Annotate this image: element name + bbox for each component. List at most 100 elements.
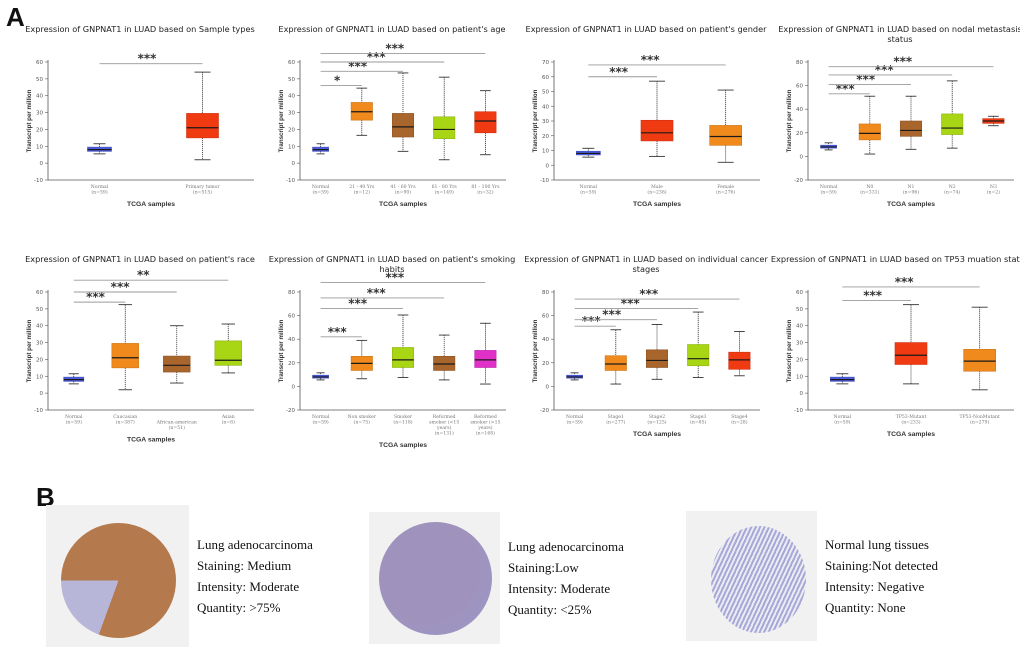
y-tick-label: 40 xyxy=(288,94,295,100)
significance-label: * xyxy=(334,74,341,88)
y-tick-label: 20 xyxy=(542,134,549,140)
significance-label: ** xyxy=(137,268,150,282)
chart-title: Expression of GNPNAT1 in LUAD based on p… xyxy=(25,254,255,264)
y-tick-label: 40 xyxy=(796,107,803,113)
y-tick-label: 60 xyxy=(288,60,295,66)
significance-label: *** xyxy=(348,59,368,73)
y-tick-label: -10 xyxy=(34,408,43,414)
x-tick-label: (n=32) xyxy=(477,189,493,196)
x-tick-label: Stage1 xyxy=(608,414,624,420)
ihc-quantity: Quantity: >75% xyxy=(197,600,281,615)
y-tick-label: 50 xyxy=(288,77,295,83)
x-tick-label: Non smoker xyxy=(348,414,377,420)
y-axis-label: Transcript per million xyxy=(26,319,33,382)
box-female xyxy=(709,125,742,146)
y-tick-label: 40 xyxy=(796,324,803,330)
chart-svg: Expression of GNPNAT1 in LUAD based on p… xyxy=(25,254,255,444)
panel-label-a: A xyxy=(6,2,25,32)
box-stage3 xyxy=(687,344,710,367)
x-tick-label: Stage2 xyxy=(649,414,665,420)
y-tick-label: 50 xyxy=(36,307,43,313)
y-tick-label: 0 xyxy=(800,154,804,160)
chart-svg: Expression of GNPNAT1 in LUAD based on S… xyxy=(25,24,255,208)
x-tick-label: (n=59) xyxy=(580,189,596,196)
box-stage1 xyxy=(604,355,627,371)
ihc-panel-2: Lung adenocarcinoma Staining:Low Intensi… xyxy=(369,512,624,644)
y-axis-label: Transcript per million xyxy=(26,89,33,152)
tissue-core-3 xyxy=(711,526,806,633)
y-tick-label: 40 xyxy=(542,337,549,343)
ihc-text-1: Lung adenocarcinoma Staining: Medium Int… xyxy=(197,534,313,618)
panel-label-b: B xyxy=(36,482,55,512)
ihc-image-2 xyxy=(369,512,500,644)
x-tick-label: (n=8) xyxy=(222,419,236,426)
significance-label: *** xyxy=(895,275,915,289)
ihc-staining: Staining:Low xyxy=(508,560,579,575)
y-tick-label: 20 xyxy=(36,127,43,133)
significance-label: *** xyxy=(836,82,856,96)
y-tick-label: 20 xyxy=(542,361,549,367)
y-tick-label: -20 xyxy=(794,178,803,184)
y-tick-label: 30 xyxy=(288,111,295,117)
box-male xyxy=(640,119,674,142)
x-tick-label: Reformed xyxy=(433,414,456,420)
significance-label: *** xyxy=(86,290,106,304)
boxplot-nodal-metastasis: Expression of GNPNAT1 in LUAD based on n… xyxy=(778,22,1020,222)
x-axis-label: TCGA samples xyxy=(633,431,681,438)
chart-title: Expression of GNPNAT1 in LUAD based on S… xyxy=(25,24,255,34)
x-tick-label: (n=276) xyxy=(716,189,735,196)
chart-title: Expression of GNPNAT1 in LUAD based on T… xyxy=(771,254,1020,264)
y-tick-label: 60 xyxy=(796,84,803,90)
x-tick-label: (n=75) xyxy=(354,419,370,426)
y-axis-label: Transcript per million xyxy=(786,89,793,152)
y-tick-label: -10 xyxy=(540,178,549,184)
ihc-intensity: Intensity: Moderate xyxy=(197,579,300,594)
y-tick-label: 60 xyxy=(542,314,549,320)
significance-label: *** xyxy=(893,55,913,69)
box-n1 xyxy=(899,120,923,137)
x-tick-label: (n=515) xyxy=(193,189,212,196)
significance-label: *** xyxy=(621,297,641,311)
x-tick-label: N3 xyxy=(990,184,997,190)
y-tick-label: 10 xyxy=(36,144,43,150)
ihc-quantity: Quantity: <25% xyxy=(508,602,592,617)
x-tick-label: Normal xyxy=(312,414,330,420)
y-axis-label: Transcript per million xyxy=(532,319,539,382)
ihc-panel-1: Lung adenocarcinoma Staining: Medium Int… xyxy=(46,505,313,647)
ihc-intensity: Intensity: Moderate xyxy=(508,581,611,596)
ihc-image-3 xyxy=(686,511,817,641)
ihc-tissue: Lung adenocarcinoma xyxy=(508,539,624,554)
y-tick-label: 20 xyxy=(36,357,43,363)
y-tick-label: 80 xyxy=(542,290,549,296)
chart-svg: Expression of GNPNAT1 in LUAD based on p… xyxy=(278,24,506,208)
boxplot-patient-gender: Expression of GNPNAT1 in LUAD based on p… xyxy=(526,22,768,222)
x-tick-label: Normal xyxy=(566,414,584,420)
significance-label: *** xyxy=(875,63,895,77)
ihc-text-3: Normal lung tissues Staining:Not detecte… xyxy=(825,534,938,618)
x-axis-label: TCGA samples xyxy=(379,201,427,208)
ihc-panel-3: Normal lung tissues Staining:Not detecte… xyxy=(686,511,938,641)
x-tick-label: (n=59) xyxy=(834,419,850,426)
significance-label: *** xyxy=(863,288,883,302)
x-tick-label: N1 xyxy=(908,184,915,190)
y-tick-label: 50 xyxy=(796,307,803,313)
x-tick-label: (n=131) xyxy=(435,430,454,437)
y-tick-label: 40 xyxy=(288,337,295,343)
x-tick-label: Caucasian xyxy=(113,414,137,420)
y-tick-label: 60 xyxy=(288,314,295,320)
y-tick-label: 20 xyxy=(796,131,803,137)
x-tick-label: TP53-NonMutant xyxy=(959,414,1000,420)
significance-label: *** xyxy=(641,53,661,67)
box-61-80-yrs xyxy=(433,116,456,139)
x-tick-label: Male xyxy=(651,184,663,190)
x-tick-label: (n=51) xyxy=(169,424,185,431)
box-n2 xyxy=(941,113,964,135)
x-tick-label: Smoker xyxy=(394,414,413,420)
significance-label: *** xyxy=(138,52,158,66)
x-tick-label: (n=118) xyxy=(393,419,412,426)
x-axis-label: TCGA samples xyxy=(887,431,935,438)
x-tick-label: Female xyxy=(717,184,734,190)
x-tick-label: (n=149) xyxy=(435,189,454,196)
x-tick-label: (n=331) xyxy=(860,189,879,196)
y-tick-label: 20 xyxy=(288,361,295,367)
